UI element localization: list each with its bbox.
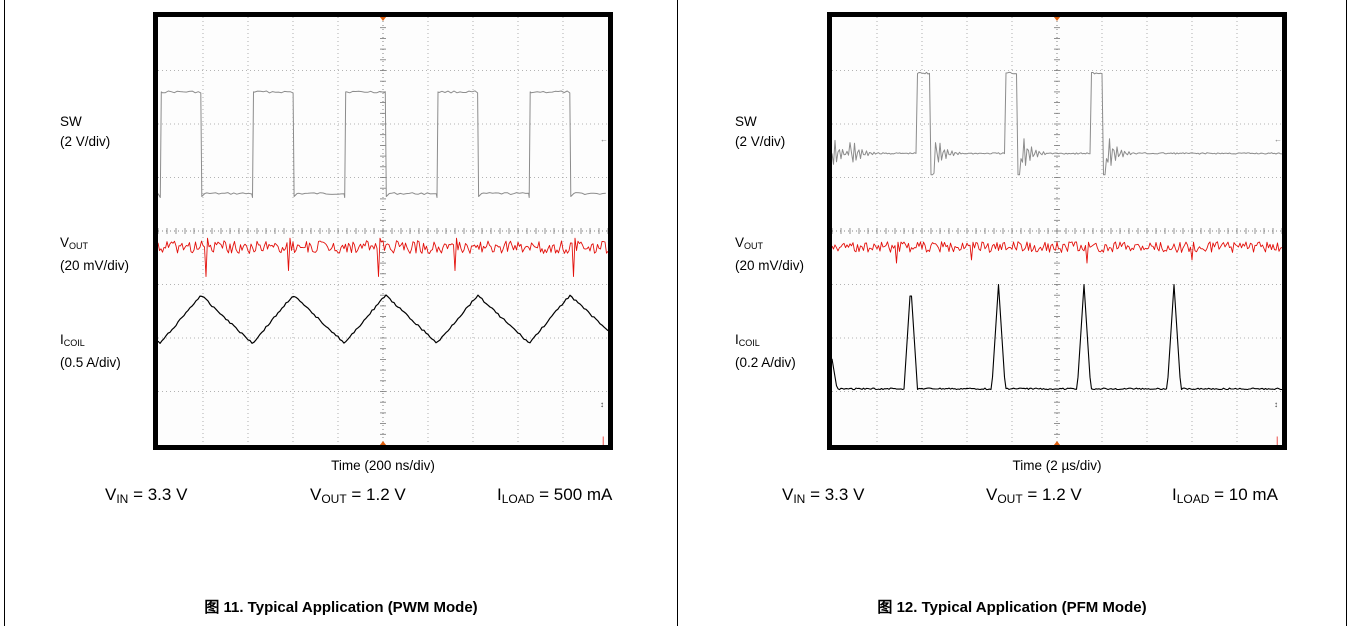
channel-marker-sw: ← [600,135,608,144]
trigger-marker-bottom [1054,441,1060,445]
vout-condition: VOUT = 1.2 V [310,485,406,506]
figure-11-panel: SW (2 V/div) VOUT (20 mV/div) ICOIL (0.5 A/… [5,0,677,626]
iload-condition: ILOAD = 10 mA [1172,485,1278,506]
trigger-marker-top [1054,17,1060,21]
scope-screen: ← ↕ | [827,12,1287,450]
vin-condition: VIN = 3.3 V [782,485,865,506]
figure-12-panel: SW (2 V/div) VOUT (20 mV/div) ICOIL (0.2 A/… [678,0,1346,626]
scope-plot: ← ↕ | [158,17,608,445]
scope-plot: ← ↕ | [832,17,1282,445]
time-axis-label: Time (200 ns/div) [331,458,435,473]
figure-caption: 图 12. Typical Application (PFM Mode) [877,599,1147,616]
channel-marker-vout: | [1276,435,1278,445]
vout-condition: VOUT = 1.2 V [986,485,1082,506]
trigger-marker-top [380,17,386,21]
time-axis-label: Time (2 µs/div) [1012,458,1102,473]
icoil-label: ICOIL (0.2 A/div) [735,332,796,370]
frame-middle-divider [677,0,678,626]
icoil-label: ICOIL (0.5 A/div) [60,332,121,370]
iload-condition: ILOAD = 500 mA [497,485,613,506]
trigger-marker-bottom [380,441,386,445]
trace-icoil [158,294,608,344]
channel-marker-icoil: ↕ [600,400,604,409]
sw-label: SW (2 V/div) [60,114,111,149]
trace-vout [832,241,1282,264]
figure-caption: 图 11. Typical Application (PWM Mode) [204,599,478,616]
scope-screen: ← ↕ | [153,12,613,450]
vout-label: VOUT (20 mV/div) [735,235,805,273]
sw-label: SW (2 V/div) [735,114,786,149]
trace-sw [158,90,606,198]
trace-vout [158,237,608,277]
channel-marker-sw: ← [1274,135,1282,144]
frame-right-border [1346,0,1347,626]
vout-label: VOUT (20 mV/div) [60,235,130,273]
trace-sw [832,71,1282,176]
channel-marker-icoil: ↕ [1274,400,1278,409]
frame-left-border [4,0,5,626]
trace-icoil [832,283,1282,391]
vin-condition: VIN = 3.3 V [105,485,188,506]
channel-marker-vout: | [602,435,604,445]
